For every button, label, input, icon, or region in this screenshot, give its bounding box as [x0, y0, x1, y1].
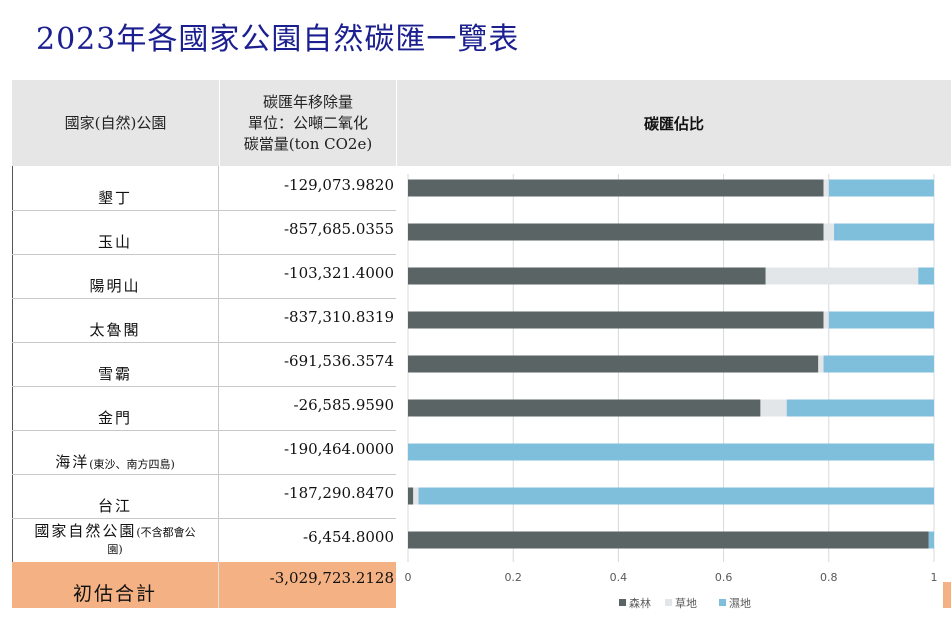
header-value-line-3: 碳當量(ton CO2e) — [243, 134, 373, 153]
header-value-line-2: 單位：公噸二氧化 — [247, 113, 368, 132]
park-name-note: (東沙、南方四島) — [89, 458, 175, 471]
bar-segment-森林 — [408, 355, 819, 373]
removal-value: -837,310.8319 — [283, 308, 394, 326]
table-row: 玉山 -857,685.0355 — [12, 210, 396, 255]
table-left-border — [12, 80, 13, 608]
bar-segment-森林 — [408, 531, 929, 549]
bar-segment-濕地 — [786, 399, 934, 417]
park-name: 台江 — [12, 474, 219, 518]
park-name: 國家自然公園(不含都會公 園) — [12, 518, 219, 562]
removal-value: -691,536.3574 — [283, 352, 394, 370]
table-row: 海洋 (東沙、南方四島) -190,464.0000 — [12, 430, 396, 475]
removal-value: -187,290.8470 — [283, 484, 394, 502]
park-name: 玉山 — [12, 210, 219, 254]
removal-value: -6,454.8000 — [303, 528, 394, 546]
table-row: 太魯閣 -837,310.8319 — [12, 298, 396, 343]
x-tick-label: 0.2 — [504, 571, 522, 584]
x-tick-label: 0.4 — [610, 571, 628, 584]
bar-segment-草地 — [760, 399, 787, 417]
bar-segment-森林 — [408, 223, 824, 241]
bar-segment-草地 — [413, 487, 419, 505]
total-label: 初估合計 — [12, 562, 219, 608]
bar-segment-草地 — [818, 355, 824, 373]
park-name: 陽明山 — [12, 254, 219, 298]
removal-value: -190,464.0000 — [283, 440, 394, 458]
header-value-line-1: 碳匯年移除量 — [262, 92, 353, 111]
x-tick-label: 0.6 — [715, 571, 733, 584]
park-name-main: 國家自然公園 — [34, 521, 137, 540]
table-row: 金門 -26,585.9590 — [12, 386, 396, 431]
x-tick-label: 1 — [931, 571, 938, 584]
bar-segment-森林 — [408, 311, 824, 329]
header-park-name: 國家(自然)公園 — [12, 80, 220, 166]
bar-segment-濕地 — [828, 179, 934, 197]
park-name-note: (不含都會公 — [136, 525, 196, 539]
x-tick-label: 0 — [405, 571, 412, 584]
bar-segment-濕地 — [928, 531, 934, 549]
total-value: -3,029,723.2128 — [269, 569, 394, 587]
total-row-edge — [943, 582, 951, 608]
removal-value: -103,321.4000 — [283, 264, 394, 282]
bar-segment-草地 — [823, 311, 829, 329]
park-name: 海洋 (東沙、南方四島) — [12, 430, 219, 474]
park-name: 墾丁 — [12, 166, 219, 210]
park-name: 雪霸 — [12, 342, 219, 386]
removal-value: -857,685.0355 — [283, 220, 394, 238]
bar-segment-森林 — [408, 267, 766, 285]
bar-segment-森林 — [408, 399, 761, 417]
x-tick-label: 0.8 — [820, 571, 838, 584]
table-row: 國家自然公園(不含都會公 園) -6,454.8000 — [12, 518, 396, 563]
legend-label: 草地 — [675, 597, 697, 610]
bar-segment-草地 — [823, 179, 829, 197]
bar-segment-濕地 — [823, 355, 934, 373]
bar-segment-濕地 — [828, 311, 934, 329]
bar-segment-森林 — [408, 179, 824, 197]
total-row: 初估合計 -3,029,723.2128 — [12, 562, 396, 608]
removal-value: -129,073.9820 — [283, 176, 394, 194]
legend-swatch — [619, 599, 626, 606]
header-removal-amount: 碳匯年移除量 單位：公噸二氧化 碳當量(ton CO2e) — [220, 80, 397, 166]
table-row: 台江 -187,290.8470 — [12, 474, 396, 519]
park-name: 太魯閣 — [12, 298, 219, 342]
legend-swatch — [665, 599, 672, 606]
park-name: 金門 — [12, 386, 219, 430]
bar-segment-濕地 — [834, 223, 934, 241]
table-row: 雪霸 -691,536.3574 — [12, 342, 396, 387]
bar-segment-草地 — [765, 267, 919, 285]
bar-segment-濕地 — [918, 267, 934, 285]
table-row: 墾丁 -129,073.9820 — [12, 166, 396, 211]
legend-label: 森林 — [629, 596, 651, 610]
stacked-bar-chart: 0 0.2 0.4 0.6 0.8 1 森林 草地 濕地 — [405, 174, 938, 610]
bar-segment-森林 — [408, 487, 414, 505]
table-row: 陽明山 -103,321.4000 — [12, 254, 396, 299]
park-name-note-cont: 園) — [107, 542, 123, 556]
chart-header: 碳匯佔比 — [397, 80, 951, 166]
bar-segment-濕地 — [408, 443, 934, 461]
bar-segment-濕地 — [418, 487, 934, 505]
page-title: 2023年各國家公園自然碳匯一覽表 — [36, 22, 520, 57]
removal-value: -26,585.9590 — [293, 396, 395, 414]
legend-swatch — [719, 599, 726, 606]
legend-label: 濕地 — [729, 597, 751, 610]
bar-segment-草地 — [823, 223, 835, 241]
park-name-main: 海洋 — [55, 453, 90, 471]
